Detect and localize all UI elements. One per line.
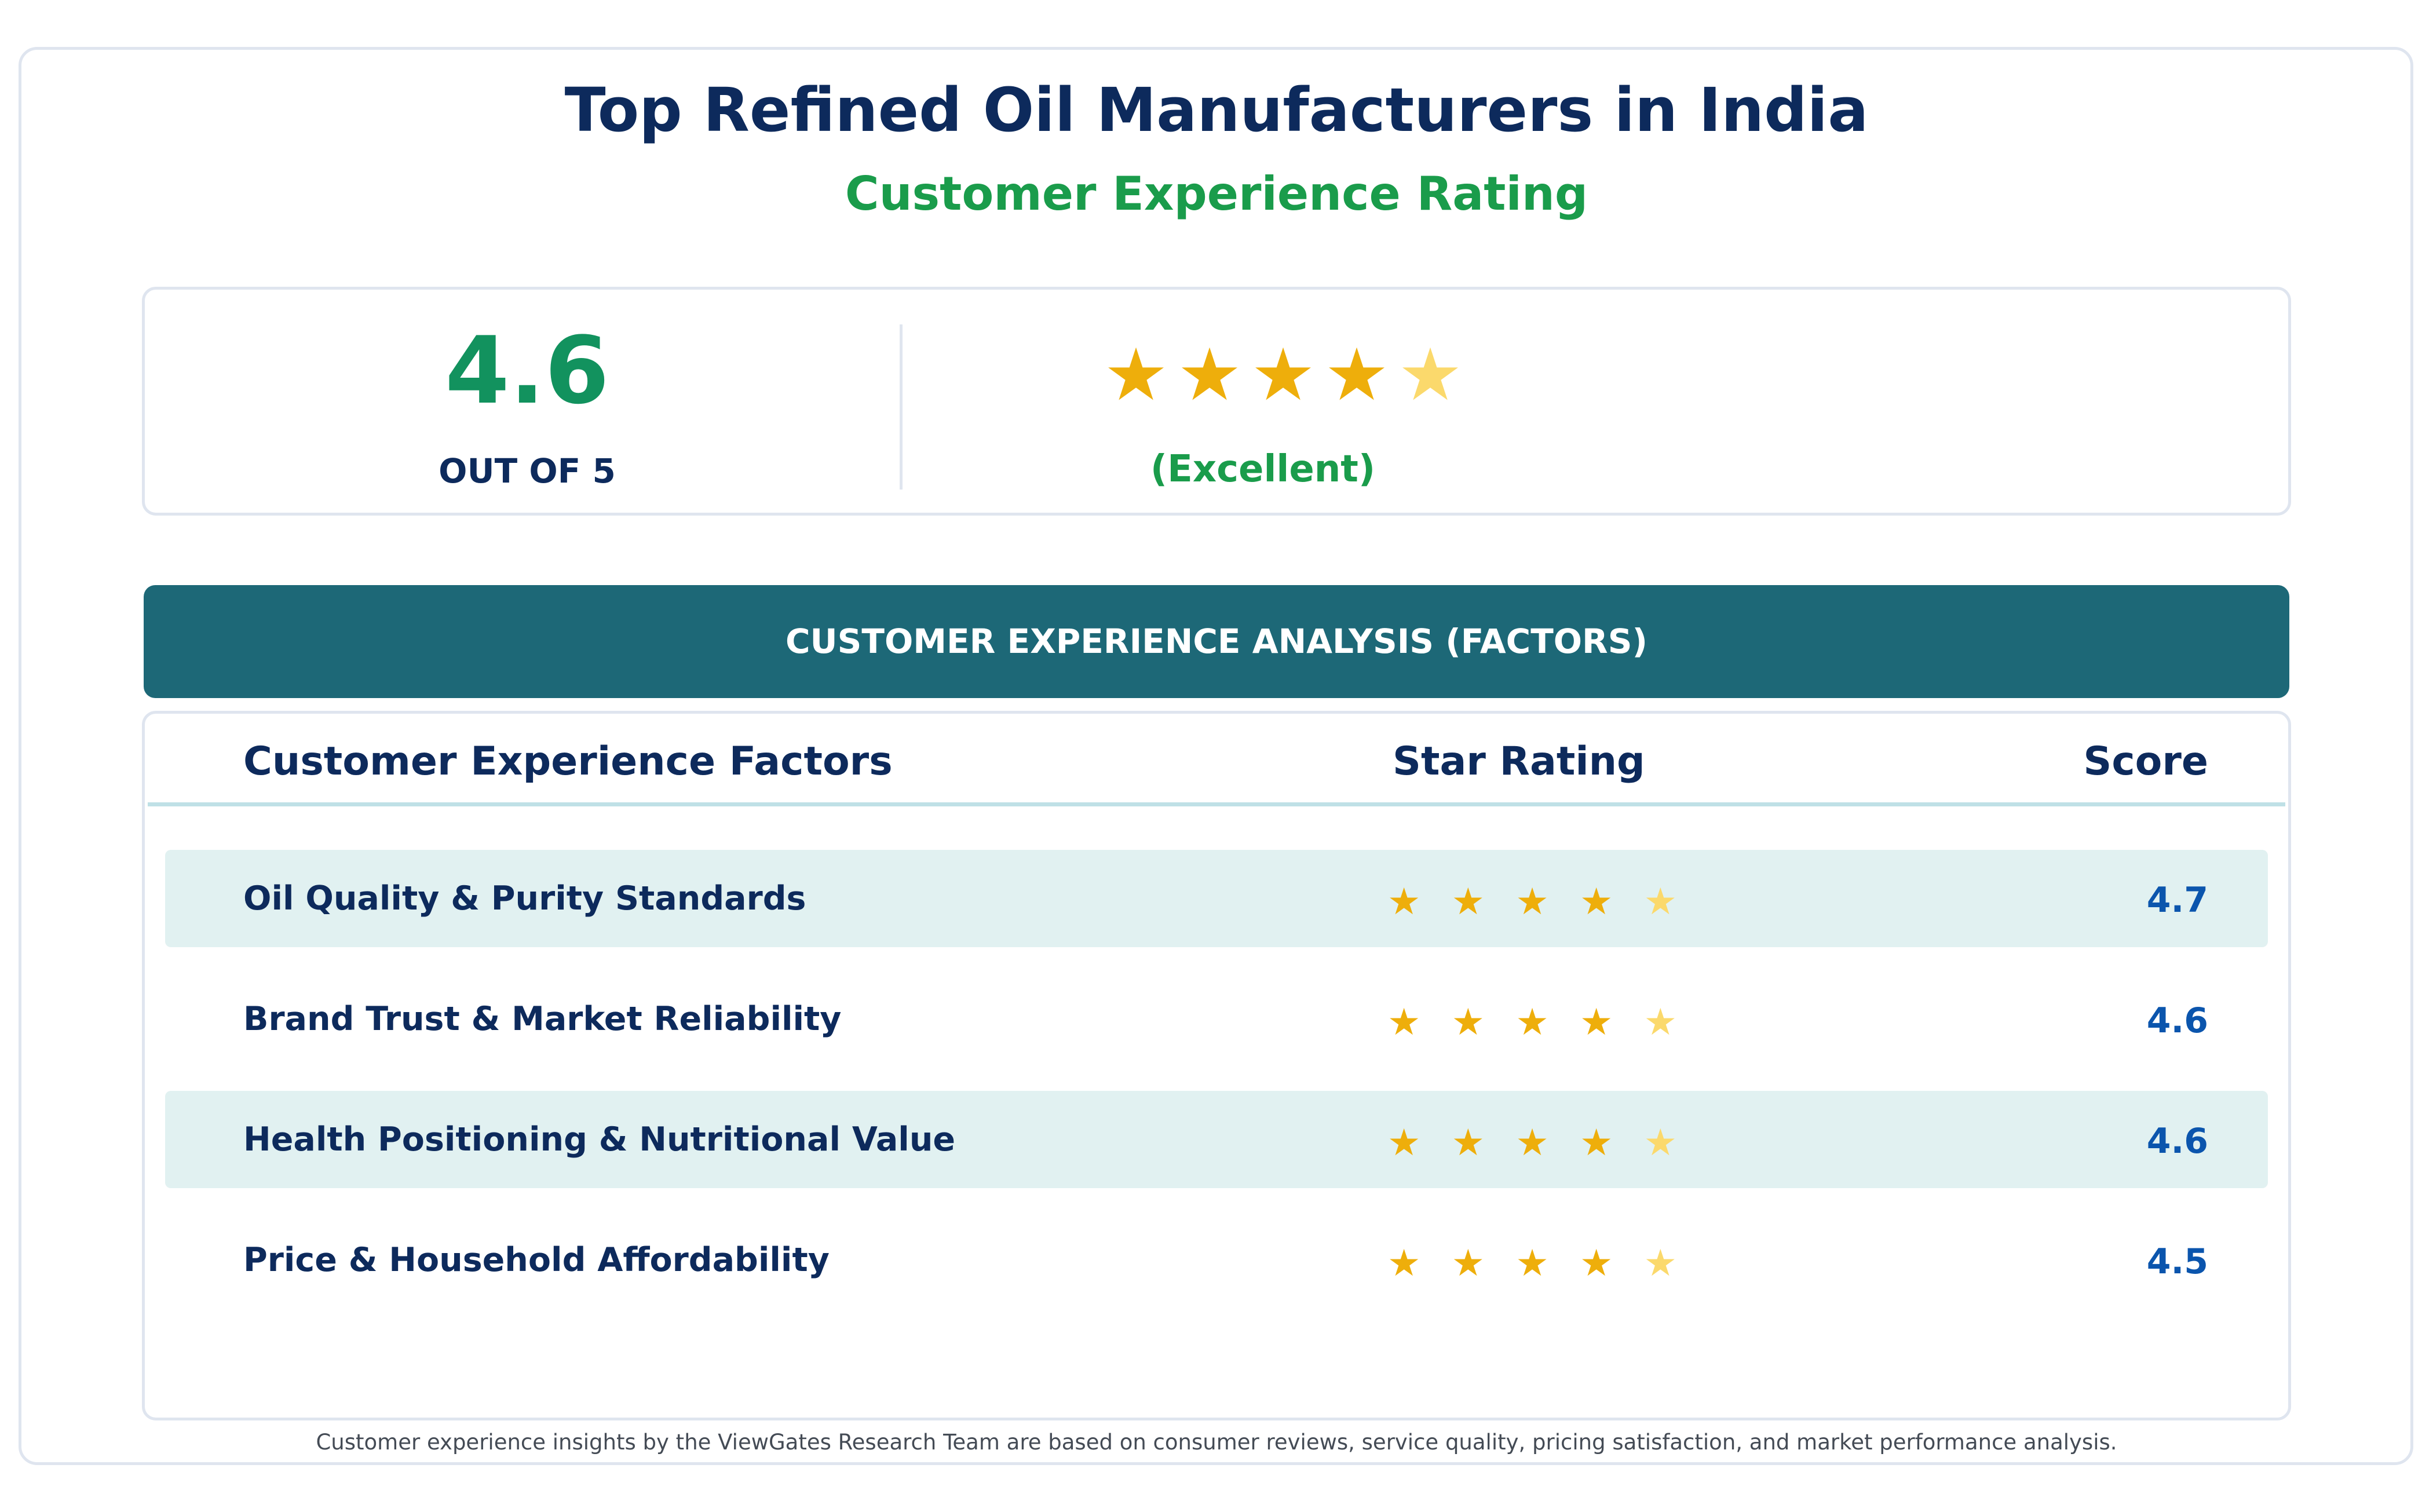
factor-star-rating: ★ ★ ★ ★ ★ bbox=[1387, 1215, 1677, 1312]
star-icon: ★ bbox=[1387, 1122, 1421, 1164]
overall-score: 4.6 bbox=[445, 316, 609, 425]
table-row: Price & Household Affordability ★ ★ ★ ★ … bbox=[165, 1211, 2268, 1309]
star-icon: ★ bbox=[1579, 1122, 1613, 1164]
star-icon: ★ bbox=[1579, 881, 1613, 923]
overall-rating-label: (Excellent) bbox=[1150, 448, 1376, 491]
star-icon: ★ bbox=[1451, 1242, 1485, 1285]
summary-card: 4.6 OUT OF 5 ★ ★ ★ ★ ★ (Excellent) bbox=[142, 287, 2291, 516]
page-subtitle: Customer Experience Rating bbox=[845, 167, 1588, 221]
star-icon: ★ bbox=[1387, 1242, 1421, 1285]
star-icon: ★ bbox=[1643, 1001, 1677, 1044]
overall-star-rating: ★ ★ ★ ★ ★ bbox=[1104, 327, 1463, 423]
page-title: Top Refined Oil Manufacturers in India bbox=[564, 75, 1869, 145]
factor-name: Oil Quality & Purity Standards bbox=[243, 879, 806, 918]
factor-star-rating: ★ ★ ★ ★ ★ bbox=[1387, 1094, 1677, 1192]
star-icon: ★ bbox=[1643, 1122, 1677, 1164]
header-divider bbox=[148, 802, 2285, 806]
star-icon: ★ bbox=[1451, 1122, 1485, 1164]
table-row: Health Positioning & Nutritional Value ★… bbox=[165, 1091, 2268, 1188]
star-icon: ★ bbox=[1643, 881, 1677, 923]
summary-divider bbox=[900, 324, 903, 490]
factor-name: Brand Trust & Market Reliability bbox=[243, 1000, 842, 1038]
star-icon: ★ bbox=[1387, 1001, 1421, 1044]
table-row: Oil Quality & Purity Standards ★ ★ ★ ★ ★… bbox=[165, 850, 2268, 947]
star-icon: ★ bbox=[1515, 1001, 1549, 1044]
star-icon: ★ bbox=[1387, 881, 1421, 923]
factor-score: 4.6 bbox=[2146, 1121, 2208, 1162]
table-row: Brand Trust & Market Reliability ★ ★ ★ ★… bbox=[165, 970, 2268, 1068]
column-header-score: Score bbox=[2083, 739, 2208, 784]
factor-score: 4.5 bbox=[2146, 1241, 2208, 1282]
analysis-section-header: CUSTOMER EXPERIENCE ANALYSIS (FACTORS) bbox=[144, 585, 2289, 698]
column-header-factors: Customer Experience Factors bbox=[243, 739, 893, 784]
star-icon: ★ bbox=[1324, 333, 1390, 417]
star-icon: ★ bbox=[1397, 333, 1463, 417]
factor-score: 4.6 bbox=[2146, 1000, 2208, 1041]
star-icon: ★ bbox=[1177, 333, 1243, 417]
star-icon: ★ bbox=[1104, 333, 1169, 417]
star-icon: ★ bbox=[1515, 881, 1549, 923]
factor-star-rating: ★ ★ ★ ★ ★ bbox=[1387, 974, 1677, 1071]
star-icon: ★ bbox=[1579, 1001, 1613, 1044]
factor-name: Price & Household Affordability bbox=[243, 1241, 830, 1279]
footnote: Customer experience insights by the View… bbox=[316, 1430, 2117, 1455]
factor-name: Health Positioning & Nutritional Value bbox=[243, 1120, 956, 1159]
star-icon: ★ bbox=[1451, 1001, 1485, 1044]
factor-score: 4.7 bbox=[2146, 880, 2208, 921]
star-icon: ★ bbox=[1250, 333, 1316, 417]
star-icon: ★ bbox=[1515, 1242, 1549, 1285]
factor-star-rating: ★ ★ ★ ★ ★ bbox=[1387, 853, 1677, 951]
star-icon: ★ bbox=[1579, 1242, 1613, 1285]
star-icon: ★ bbox=[1515, 1122, 1549, 1164]
factors-table bbox=[142, 711, 2291, 1420]
star-icon: ★ bbox=[1451, 881, 1485, 923]
column-header-star-rating: Star Rating bbox=[1393, 739, 1645, 784]
overall-score-scale: OUT OF 5 bbox=[439, 451, 616, 491]
star-icon: ★ bbox=[1643, 1242, 1677, 1285]
